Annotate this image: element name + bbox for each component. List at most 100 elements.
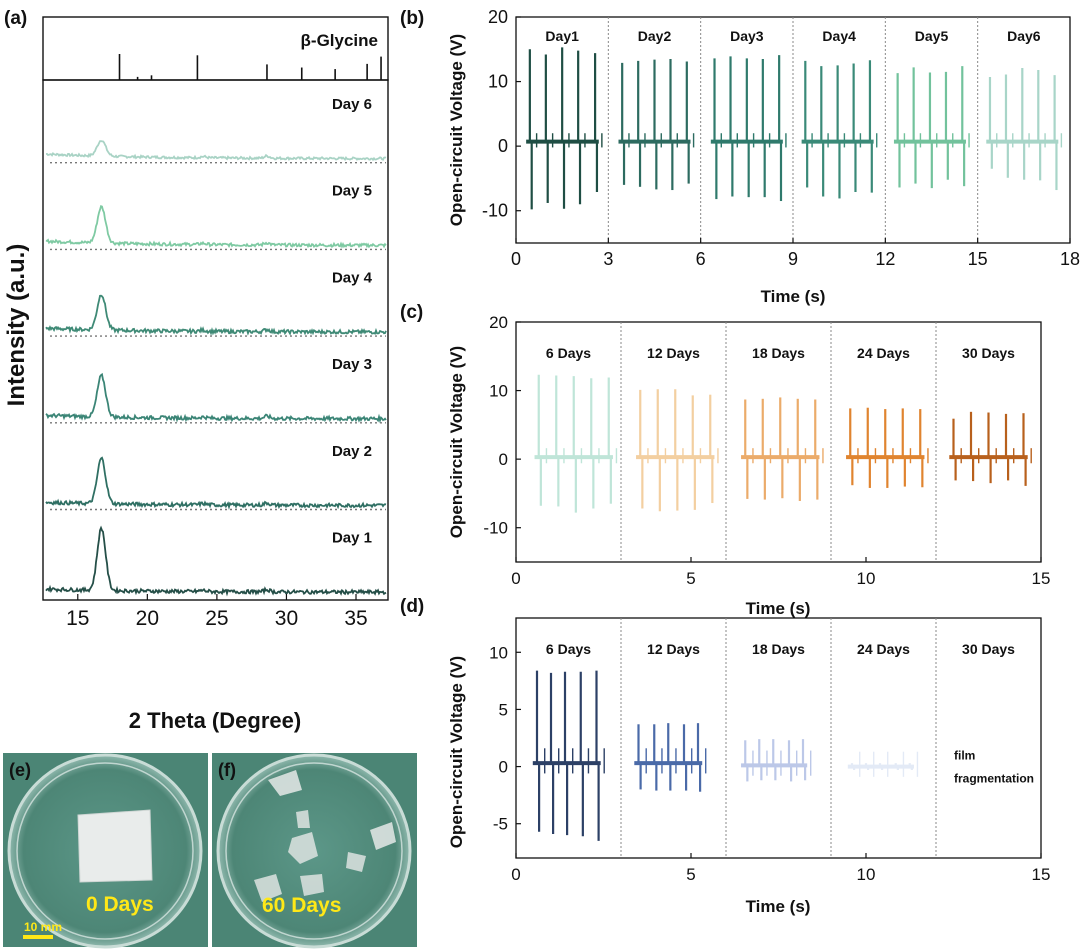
panel-d-y-axis-title: Open-circuit Voltage (V) bbox=[447, 656, 466, 848]
segment-label-4: 30 Days bbox=[962, 641, 1015, 657]
y-tick-label-3: 20 bbox=[489, 313, 508, 332]
film-fragment bbox=[268, 770, 302, 796]
xrd-plot-frame bbox=[42, 79, 389, 601]
day-0-label: 0 Days bbox=[86, 893, 154, 916]
panel-b-x-axis-title: Time (s) bbox=[761, 287, 826, 306]
xrd-series-label-4: Day 2 bbox=[332, 443, 372, 460]
segment-label-3: Day4 bbox=[822, 28, 856, 44]
y-tick-label-0: -10 bbox=[482, 201, 508, 221]
panel-e-label: (e) bbox=[9, 760, 31, 780]
xrd-x-tick-label-4: 35 bbox=[344, 607, 367, 630]
xrd-series-label-0: Day 6 bbox=[332, 96, 372, 113]
film-fragment bbox=[296, 810, 310, 828]
y-tick-label-2: 10 bbox=[489, 382, 508, 401]
segment-label-3: 24 Days bbox=[857, 641, 910, 657]
panel-c-plot: 0 5 10 15 -10 0 10 20 6 Days 12 Days 18 Days 24 Day… bbox=[483, 313, 1050, 588]
film-note-line-0: film bbox=[954, 749, 975, 763]
xrd-y-axis-title: Intensity (a.u.) bbox=[3, 244, 30, 407]
x-tick-label-2: 10 bbox=[857, 569, 876, 588]
xrd-x-axis-title: 2 Theta (Degree) bbox=[129, 708, 301, 733]
xrd-trace-0 bbox=[45, 140, 387, 162]
reference-label: β-Glycine bbox=[301, 31, 378, 50]
segment-label-0: 6 Days bbox=[546, 641, 591, 657]
x-tick-label-0: 0 bbox=[511, 865, 520, 884]
petri-dish-f-rim bbox=[225, 762, 403, 940]
panel-b-label: (b) bbox=[400, 8, 424, 29]
film-fragment bbox=[288, 832, 318, 864]
segment-label-1: Day2 bbox=[638, 28, 672, 44]
y-tick-label-1: 0 bbox=[498, 136, 508, 156]
y-tick-label-3: 10 bbox=[489, 643, 508, 662]
xrd-series-label-1: Day 5 bbox=[332, 183, 372, 200]
segment-label-5: Day6 bbox=[1007, 28, 1041, 44]
day-60-label: 60 Days bbox=[262, 894, 341, 917]
segment-label-4: Day5 bbox=[915, 28, 949, 44]
segment-label-4: 30 Days bbox=[962, 345, 1015, 361]
glycine-film bbox=[77, 809, 153, 883]
y-tick-label-1: 0 bbox=[499, 450, 508, 469]
x-tick-label-3: 15 bbox=[1032, 569, 1051, 588]
reference-peaks bbox=[118, 54, 382, 80]
xrd-panel: β-Glycine Day 6 Day 5 Day 4 Day 3 Day 2 Day 1… bbox=[3, 16, 389, 733]
y-tick-label-0: -10 bbox=[483, 519, 508, 538]
x-tick-label-6: 18 bbox=[1060, 249, 1080, 269]
scale-bar-label: 10 mm bbox=[24, 920, 62, 934]
y-tick-label-2: 5 bbox=[499, 700, 508, 719]
segment-label-2: 18 Days bbox=[752, 641, 805, 657]
photo-0-days: 0 Days 10 mm (e) bbox=[3, 753, 208, 949]
segment-label-3: 24 Days bbox=[857, 345, 910, 361]
segment-label-2: Day3 bbox=[730, 28, 764, 44]
panel-c-x-axis-title: Time (s) bbox=[746, 599, 811, 618]
photo-60-days: 60 Days (f) bbox=[212, 753, 417, 949]
panel-f-label: (f) bbox=[218, 760, 236, 780]
x-tick-label-3: 9 bbox=[788, 249, 798, 269]
xrd-trace-2 bbox=[45, 294, 387, 336]
xrd-x-tick-label-0: 15 bbox=[66, 607, 89, 630]
scale-bar bbox=[23, 935, 53, 939]
x-tick-label-4: 12 bbox=[875, 249, 895, 269]
x-tick-label-0: 0 bbox=[511, 569, 520, 588]
xrd-trace-3 bbox=[45, 372, 387, 424]
panel-c-label: (c) bbox=[400, 302, 423, 323]
x-tick-label-2: 6 bbox=[696, 249, 706, 269]
x-tick-label-1: 3 bbox=[603, 249, 613, 269]
x-tick-label-5: 15 bbox=[968, 249, 988, 269]
panel-c-frame bbox=[515, 321, 1042, 563]
y-tick-label-0: -5 bbox=[493, 815, 508, 834]
segment-label-0: 6 Days bbox=[546, 345, 591, 361]
xrd-trace-5 bbox=[45, 525, 387, 597]
petri-dish-e-rim bbox=[16, 762, 194, 940]
x-tick-label-1: 5 bbox=[686, 569, 695, 588]
xrd-x-ticks: 15 20 25 30 35 bbox=[66, 594, 368, 630]
x-tick-label-3: 15 bbox=[1032, 865, 1051, 884]
voltage-panel-c: 0 5 10 15 -10 0 10 20 6 Days 12 Days 18 Days 24 Day… bbox=[447, 313, 1050, 618]
panel-d-frame bbox=[515, 617, 1042, 859]
x-tick-label-1: 5 bbox=[686, 865, 695, 884]
xrd-series-label-3: Day 3 bbox=[332, 356, 372, 373]
film-note-line-1: fragmentation bbox=[954, 772, 1034, 786]
panel-d-label: (d) bbox=[400, 596, 424, 617]
y-tick-label-1: 0 bbox=[499, 758, 508, 777]
xrd-series-label-5: Day 1 bbox=[332, 530, 372, 547]
xrd-series-label-2: Day 4 bbox=[332, 269, 373, 286]
film-fragment bbox=[254, 874, 282, 902]
y-tick-label-2: 10 bbox=[488, 72, 508, 92]
panel-b-plot: 0 3 6 9 12 15 18 -10 0 10 20 Day1 Day2 Day3 Day4 Day5 Da… bbox=[482, 7, 1080, 269]
film-fragment bbox=[370, 822, 396, 850]
panel-b-y-axis-title: Open-circuit Voltage (V) bbox=[447, 34, 466, 226]
xrd-trace-1 bbox=[45, 204, 387, 249]
voltage-panel-d: 0 5 10 15 -5 0 5 10 6 Days 12 Days 18 Days 24 Days 3… bbox=[447, 617, 1051, 916]
y-tick-label-3: 20 bbox=[488, 7, 508, 27]
segment-label-2: 18 Days bbox=[752, 345, 805, 361]
xrd-trace-4 bbox=[45, 456, 387, 510]
x-tick-label-0: 0 bbox=[511, 249, 521, 269]
segment-label-1: 12 Days bbox=[647, 641, 700, 657]
x-tick-label-2: 10 bbox=[857, 865, 876, 884]
panel-c-y-axis-title: Open-circuit Voltage (V) bbox=[447, 346, 466, 538]
film-fragment bbox=[300, 874, 324, 896]
panel-a-label: (a) bbox=[4, 8, 27, 29]
film-fragment bbox=[346, 852, 366, 872]
xrd-x-tick-label-1: 20 bbox=[136, 607, 159, 630]
